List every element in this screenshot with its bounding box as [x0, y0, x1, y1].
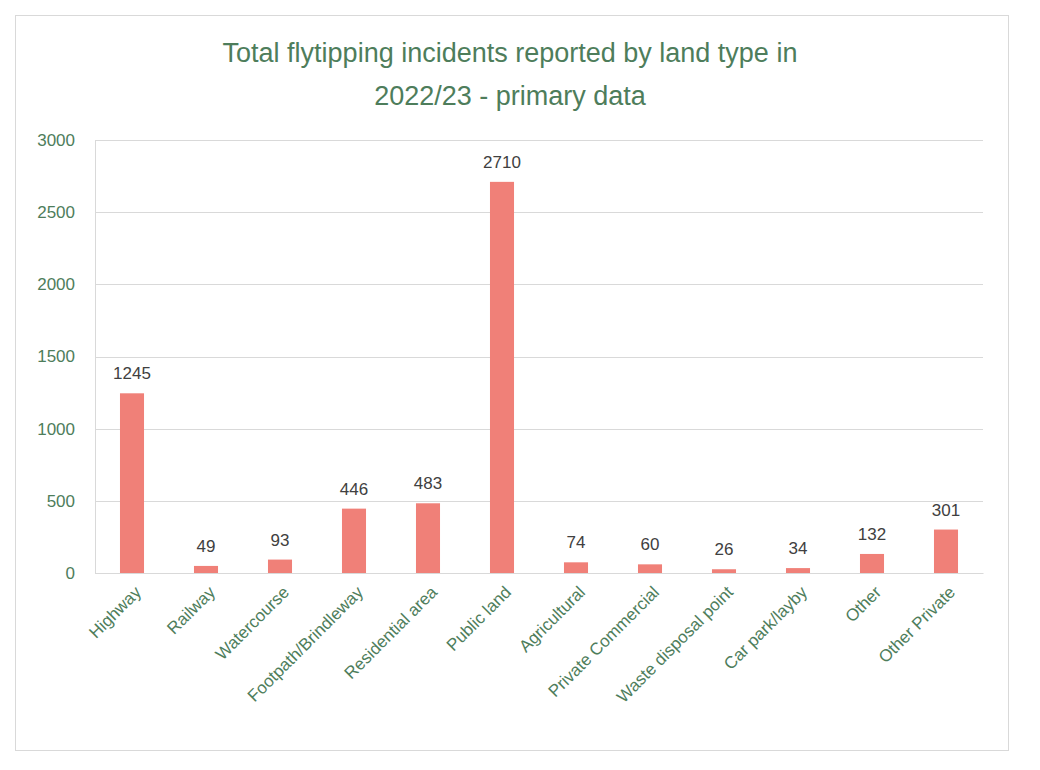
data-label: 132 [858, 525, 886, 544]
y-axis: 0 500 1000 1500 2000 2500 3000 [37, 131, 95, 583]
x-axis: Highway RailwayWatercourseFootpath/Brindl… [85, 573, 983, 707]
chart-title: 2022/23 - primary data [374, 81, 647, 111]
y-tick-label: 2000 [37, 275, 75, 294]
bar [934, 530, 958, 573]
x-tick: Waste disposal point [613, 573, 737, 707]
bar [120, 393, 144, 573]
bar [268, 560, 292, 573]
data-label: 60 [641, 535, 660, 554]
bar [342, 509, 366, 573]
x-axis-line [96, 573, 984, 574]
bar [490, 182, 514, 573]
y-tick: 2500 [37, 203, 95, 222]
chart: Total flytipping incidents reported by l… [0, 0, 1040, 770]
x-tick: Watercourse [212, 573, 293, 664]
x-tick-label: Waste disposal point [613, 582, 737, 706]
grid [95, 141, 983, 574]
x-tick-label: Highway [85, 582, 145, 642]
bar [786, 568, 810, 573]
x-tick-label: Other [842, 582, 886, 626]
x-tick-label: Agricultural [515, 583, 589, 657]
data-label: 49 [197, 537, 216, 556]
y-tick-label: 1500 [37, 347, 75, 366]
grid-line [95, 573, 983, 574]
grid-line [95, 357, 983, 358]
x-tick: Railway [164, 573, 220, 638]
grid-line [95, 501, 983, 502]
grid-line [95, 212, 983, 213]
bar [194, 566, 218, 573]
x-tick-label: Watercourse [212, 583, 293, 664]
data-labels: 1245 49 93 446 483 2710 74 60 26 34 132 301 [113, 153, 960, 559]
x-tick: Car park/layby [720, 573, 811, 674]
chart-border [16, 16, 1009, 751]
x-tick: Public land [443, 573, 515, 655]
data-label: 1245 [113, 364, 151, 383]
y-tick: 2000 [37, 275, 95, 294]
x-tick-label: Footpath/Brindleway [244, 582, 367, 705]
y-tick-label: 3000 [37, 131, 75, 150]
data-label: 93 [271, 531, 290, 550]
y-tick-label: 2500 [37, 203, 75, 222]
x-tick: Other [842, 573, 886, 626]
data-label: 2710 [483, 153, 521, 172]
grid-line [95, 140, 983, 141]
data-label: 26 [715, 540, 734, 559]
y-axis-line [95, 141, 96, 574]
x-tick: Agricultural [515, 573, 589, 656]
y-tick: 3000 [37, 131, 95, 150]
chart-title: Total flytipping incidents reported by l… [223, 38, 798, 68]
bar [860, 554, 884, 573]
grid-line [95, 284, 983, 285]
y-tick-label: 500 [47, 492, 75, 511]
grid-line [95, 429, 983, 430]
y-tick-label: 1000 [37, 420, 75, 439]
data-label: 301 [932, 501, 960, 520]
bar [564, 562, 588, 573]
data-label: 34 [789, 539, 808, 558]
x-tick-label: Public land [443, 583, 515, 655]
y-tick: 1000 [37, 420, 95, 439]
x-tick: Other Private [875, 573, 959, 667]
bar [416, 503, 440, 573]
x-tick: Residential area [341, 573, 442, 683]
bars [120, 182, 958, 573]
x-tick: Footpath/Brindleway [244, 573, 367, 706]
x-tick-label: Railway [164, 582, 220, 638]
data-label: 446 [340, 480, 368, 499]
bar [712, 569, 736, 573]
y-tick: 500 [47, 492, 95, 511]
y-tick-label: 0 [66, 564, 75, 583]
x-tick-label: Other Private [875, 583, 959, 667]
bar [638, 564, 662, 573]
data-label: 483 [414, 474, 442, 493]
y-tick: 0 [66, 564, 95, 583]
x-tick: Highway [85, 573, 145, 642]
x-tick-label: Car park/layby [720, 582, 811, 673]
x-tick-label: Residential area [341, 582, 442, 683]
data-label: 74 [567, 533, 586, 552]
y-tick: 1500 [37, 347, 95, 366]
